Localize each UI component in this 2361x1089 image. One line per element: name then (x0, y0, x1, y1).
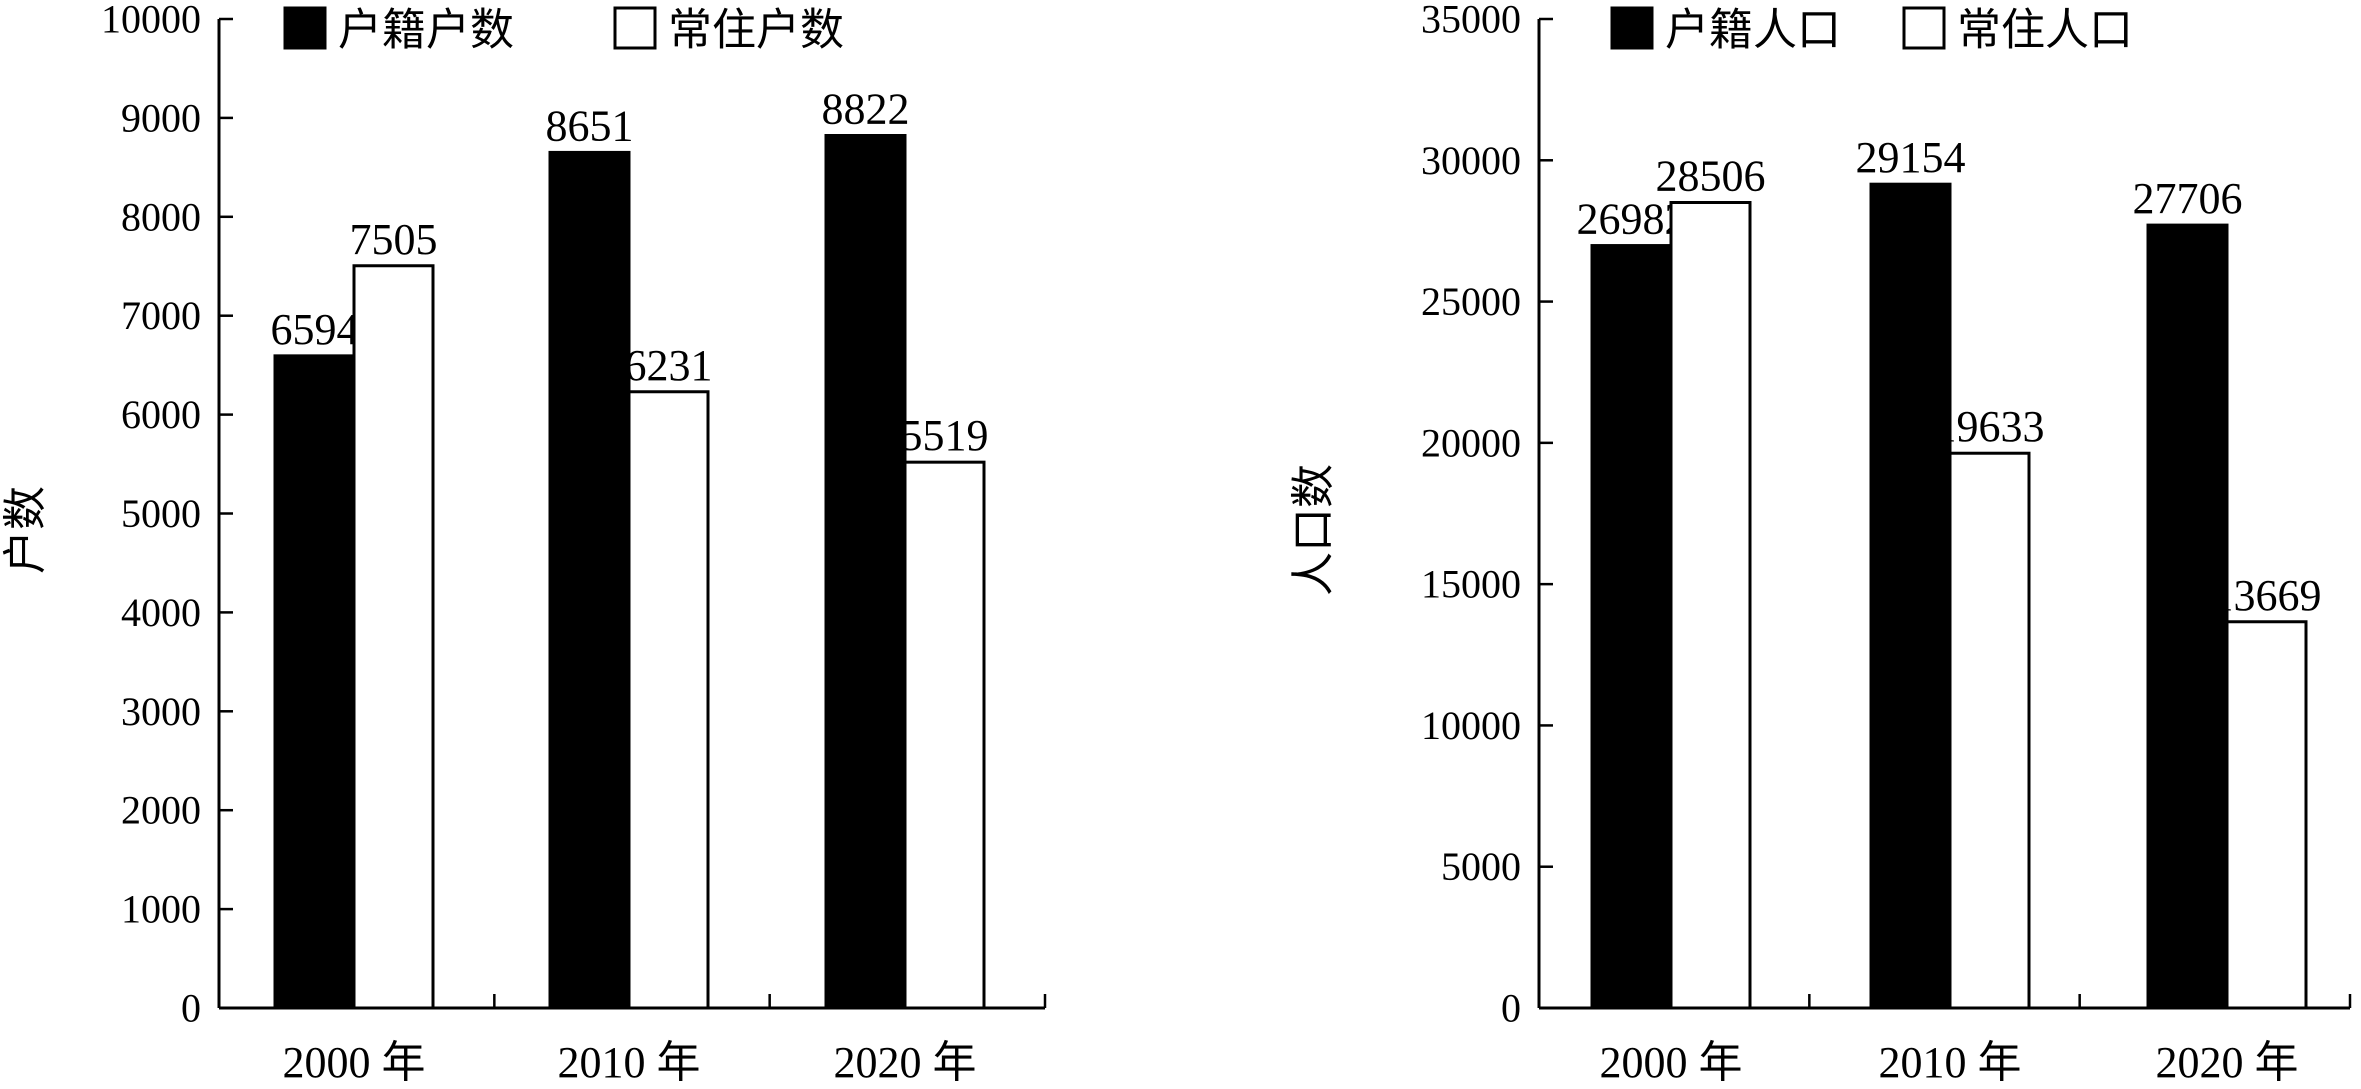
bar-registered (548, 150, 631, 1010)
y-tick-label: 20000 (1421, 420, 1521, 465)
legend-label: 常住人口 (1957, 5, 2133, 56)
legend-label: 户籍户数 (338, 5, 514, 56)
y-tick-label: 0 (1501, 986, 1521, 1031)
legend-swatch (283, 6, 327, 50)
bar-registered (1590, 244, 1673, 1010)
bar-resident (903, 460, 986, 1010)
chart-2: 0 5000 10000 15000 20000 25000 30000 35000 26982… (1288, 0, 2352, 1087)
data-label: 6594 (271, 305, 359, 354)
y-tick-label: 7000 (121, 293, 201, 338)
data-label: 27706 (2133, 174, 2243, 223)
bar-resident (352, 264, 435, 1010)
y-tick-label: 8000 (121, 194, 201, 239)
y-tick-label: 25000 (1421, 279, 1521, 324)
bar-registered (824, 134, 907, 1010)
data-label: 8822 (822, 85, 910, 134)
y-tick-label: 3000 (121, 689, 201, 734)
bar-registered (2146, 223, 2229, 1010)
bar-resident (627, 390, 710, 1010)
bar-registered (1869, 182, 1952, 1010)
y-tick-label: 1000 (121, 887, 201, 932)
legend-label: 常住户数 (668, 5, 844, 56)
data-label: 19633 (1935, 402, 2045, 451)
legend-swatch (1902, 6, 1946, 50)
bar-resident (2225, 620, 2308, 1010)
data-label: 29154 (1856, 133, 1966, 182)
y-tick-label: 30000 (1421, 138, 1521, 183)
y-tick-label: 10000 (101, 0, 201, 42)
x-tick-label: 2020 年 (834, 1038, 977, 1087)
chart-1: 0 1000 2000 3000 4000 5000 6000 7000 8000 9000 100… (0, 0, 1047, 1087)
y-tick-label: 0 (181, 986, 201, 1031)
data-label: 7505 (350, 215, 438, 264)
y-tick-label: 4000 (121, 590, 201, 635)
y-tick-label: 2000 (121, 788, 201, 833)
data-label: 6231 (625, 341, 713, 390)
x-tick-label: 2020 年 (2156, 1038, 2299, 1087)
y-tick-label: 6000 (121, 392, 201, 437)
data-label: 5519 (901, 411, 989, 460)
data-label: 28506 (1656, 152, 1766, 201)
x-tick-label: 2000 年 (1600, 1038, 1743, 1087)
bar-resident (1948, 451, 2031, 1010)
y-axis-title: 户数 (0, 486, 51, 574)
bar-registered (273, 354, 356, 1010)
y-tick-label: 9000 (121, 95, 201, 140)
data-label: 26982 (1577, 195, 1687, 244)
x-tick-label: 2000 年 (283, 1038, 426, 1087)
x-tick-label: 2010 年 (558, 1038, 701, 1087)
y-tick-label: 5000 (121, 491, 201, 536)
legend-swatch (1610, 6, 1654, 50)
legend-label: 户籍人口 (1665, 5, 1841, 56)
y-tick-label: 35000 (1421, 0, 1521, 42)
data-label: 8651 (546, 101, 634, 150)
legend-swatch (613, 6, 657, 50)
x-tick-label: 2010 年 (1879, 1038, 2022, 1087)
data-label: 13669 (2212, 571, 2322, 620)
y-tick-label: 10000 (1421, 703, 1521, 748)
y-axis-title: 人口数 (1288, 464, 1339, 596)
y-tick-label: 5000 (1441, 844, 1521, 889)
y-tick-label: 15000 (1421, 562, 1521, 607)
bar-resident (1669, 201, 1752, 1010)
